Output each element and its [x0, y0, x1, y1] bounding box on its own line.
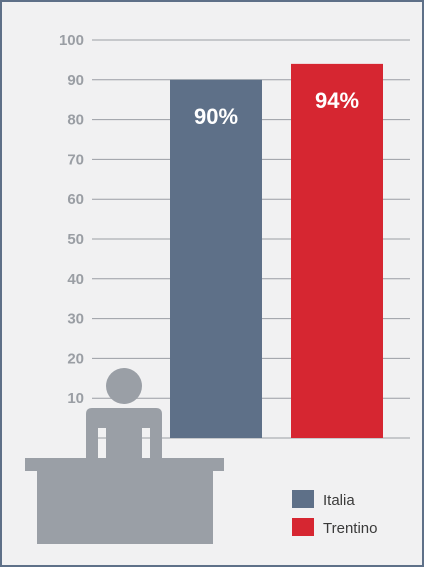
y-axis-ticks: 10 20 30 40 50 60 70 80 90 100: [59, 32, 84, 407]
y-tick-label: 20: [67, 350, 84, 367]
bar-trentino: [291, 63, 383, 438]
data-label-trentino: 94%: [315, 88, 359, 113]
y-tick-label: 80: [67, 112, 84, 129]
legend-label-italia: Italia: [323, 492, 355, 509]
y-tick-label: 30: [67, 311, 84, 328]
legend-swatch-trentino: [292, 518, 314, 536]
y-tick-label: 100: [59, 32, 84, 49]
data-label-italia: 90%: [194, 104, 238, 129]
bar-italia: [170, 79, 262, 439]
y-tick-label: 10: [67, 390, 84, 407]
legend: Italia Trentino: [292, 490, 377, 537]
legend-label-trentino: Trentino: [323, 520, 377, 537]
y-tick-label: 70: [67, 151, 84, 168]
y-tick-label: 90: [67, 72, 84, 89]
y-tick-label: 50: [67, 231, 84, 248]
legend-swatch-italia: [292, 490, 314, 508]
y-tick-label: 40: [67, 271, 84, 288]
bars: [170, 63, 383, 439]
data-labels: 90% 94%: [194, 88, 359, 129]
y-tick-label: 60: [67, 191, 84, 208]
person-at-desk-icon: [25, 368, 224, 544]
